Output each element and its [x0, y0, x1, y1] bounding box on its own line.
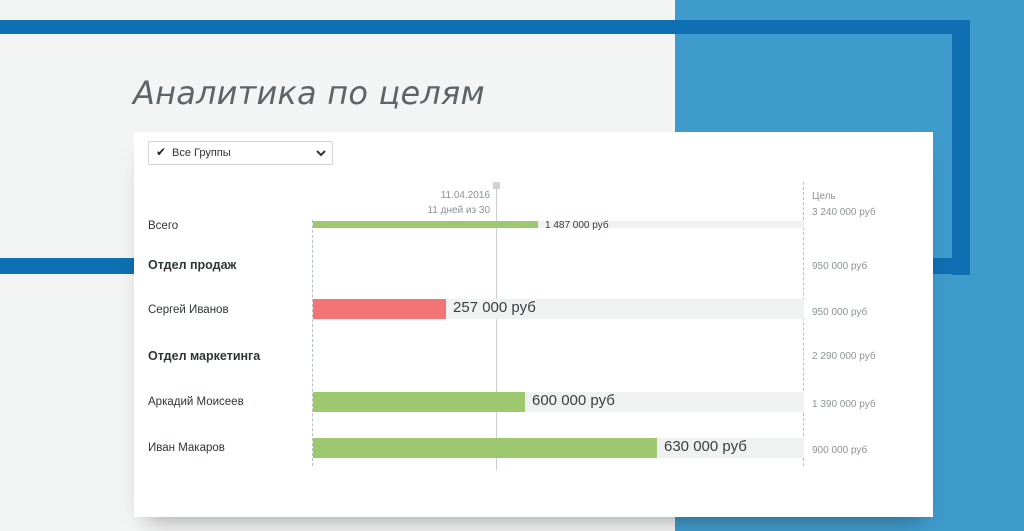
- amount-label: 600 000 руб: [532, 392, 615, 409]
- goal-value: 950 000 руб: [812, 261, 868, 272]
- page-title: Аналитика по целям: [133, 74, 485, 112]
- progress-track: 630 000 руб: [313, 438, 804, 458]
- progress-bar: [313, 438, 657, 458]
- goal-value: 950 000 руб: [812, 307, 868, 318]
- check-icon: ✔: [156, 145, 167, 159]
- timeline-end-line: [803, 182, 804, 466]
- goal-value: 3 240 000 руб: [812, 207, 876, 218]
- frame-stripe-top: [0, 20, 970, 34]
- goal-value: 2 290 000 руб: [812, 351, 876, 362]
- amount-label: 630 000 руб: [664, 438, 747, 455]
- person-label: Сергей Иванов: [148, 304, 229, 316]
- elapsed-days: 11 дней из 30: [427, 205, 490, 216]
- progress-bar: [313, 299, 446, 319]
- amount-label: 1 487 000 руб: [545, 220, 609, 231]
- group-filter-dropdown[interactable]: ✔ Все Группы: [148, 141, 333, 165]
- today-date: 11.04.2016: [440, 190, 490, 201]
- frame-stripe-right: [952, 20, 970, 275]
- today-marker[interactable]: [493, 182, 500, 189]
- chevron-down-icon: [316, 150, 326, 157]
- person-label: Аркадий Моисеев: [148, 396, 244, 408]
- progress-track: 600 000 руб: [313, 392, 804, 412]
- amount-label: 257 000 руб: [453, 299, 536, 316]
- person-label: Иван Макаров: [148, 442, 225, 454]
- timeline-start-line: [312, 220, 313, 466]
- progress-track: 1 487 000 руб: [313, 220, 804, 231]
- progress-bar: [313, 221, 538, 228]
- goal-value: 1 390 000 руб: [812, 399, 876, 410]
- goal-value: 900 000 руб: [812, 445, 868, 456]
- progress-track: 257 000 руб: [313, 299, 804, 319]
- group-label: Отдел продаж: [148, 258, 237, 272]
- total-label: Всего: [148, 220, 179, 232]
- group-filter-label: Все Группы: [172, 147, 231, 159]
- goal-column-header: Цель: [812, 191, 836, 202]
- progress-bar: [313, 392, 525, 412]
- goals-analytics-panel: ✔ Все Группы 11.04.2016 11 дней из 30 Це…: [134, 132, 933, 517]
- today-line: [496, 186, 497, 470]
- group-label: Отдел маркетинга: [148, 349, 261, 363]
